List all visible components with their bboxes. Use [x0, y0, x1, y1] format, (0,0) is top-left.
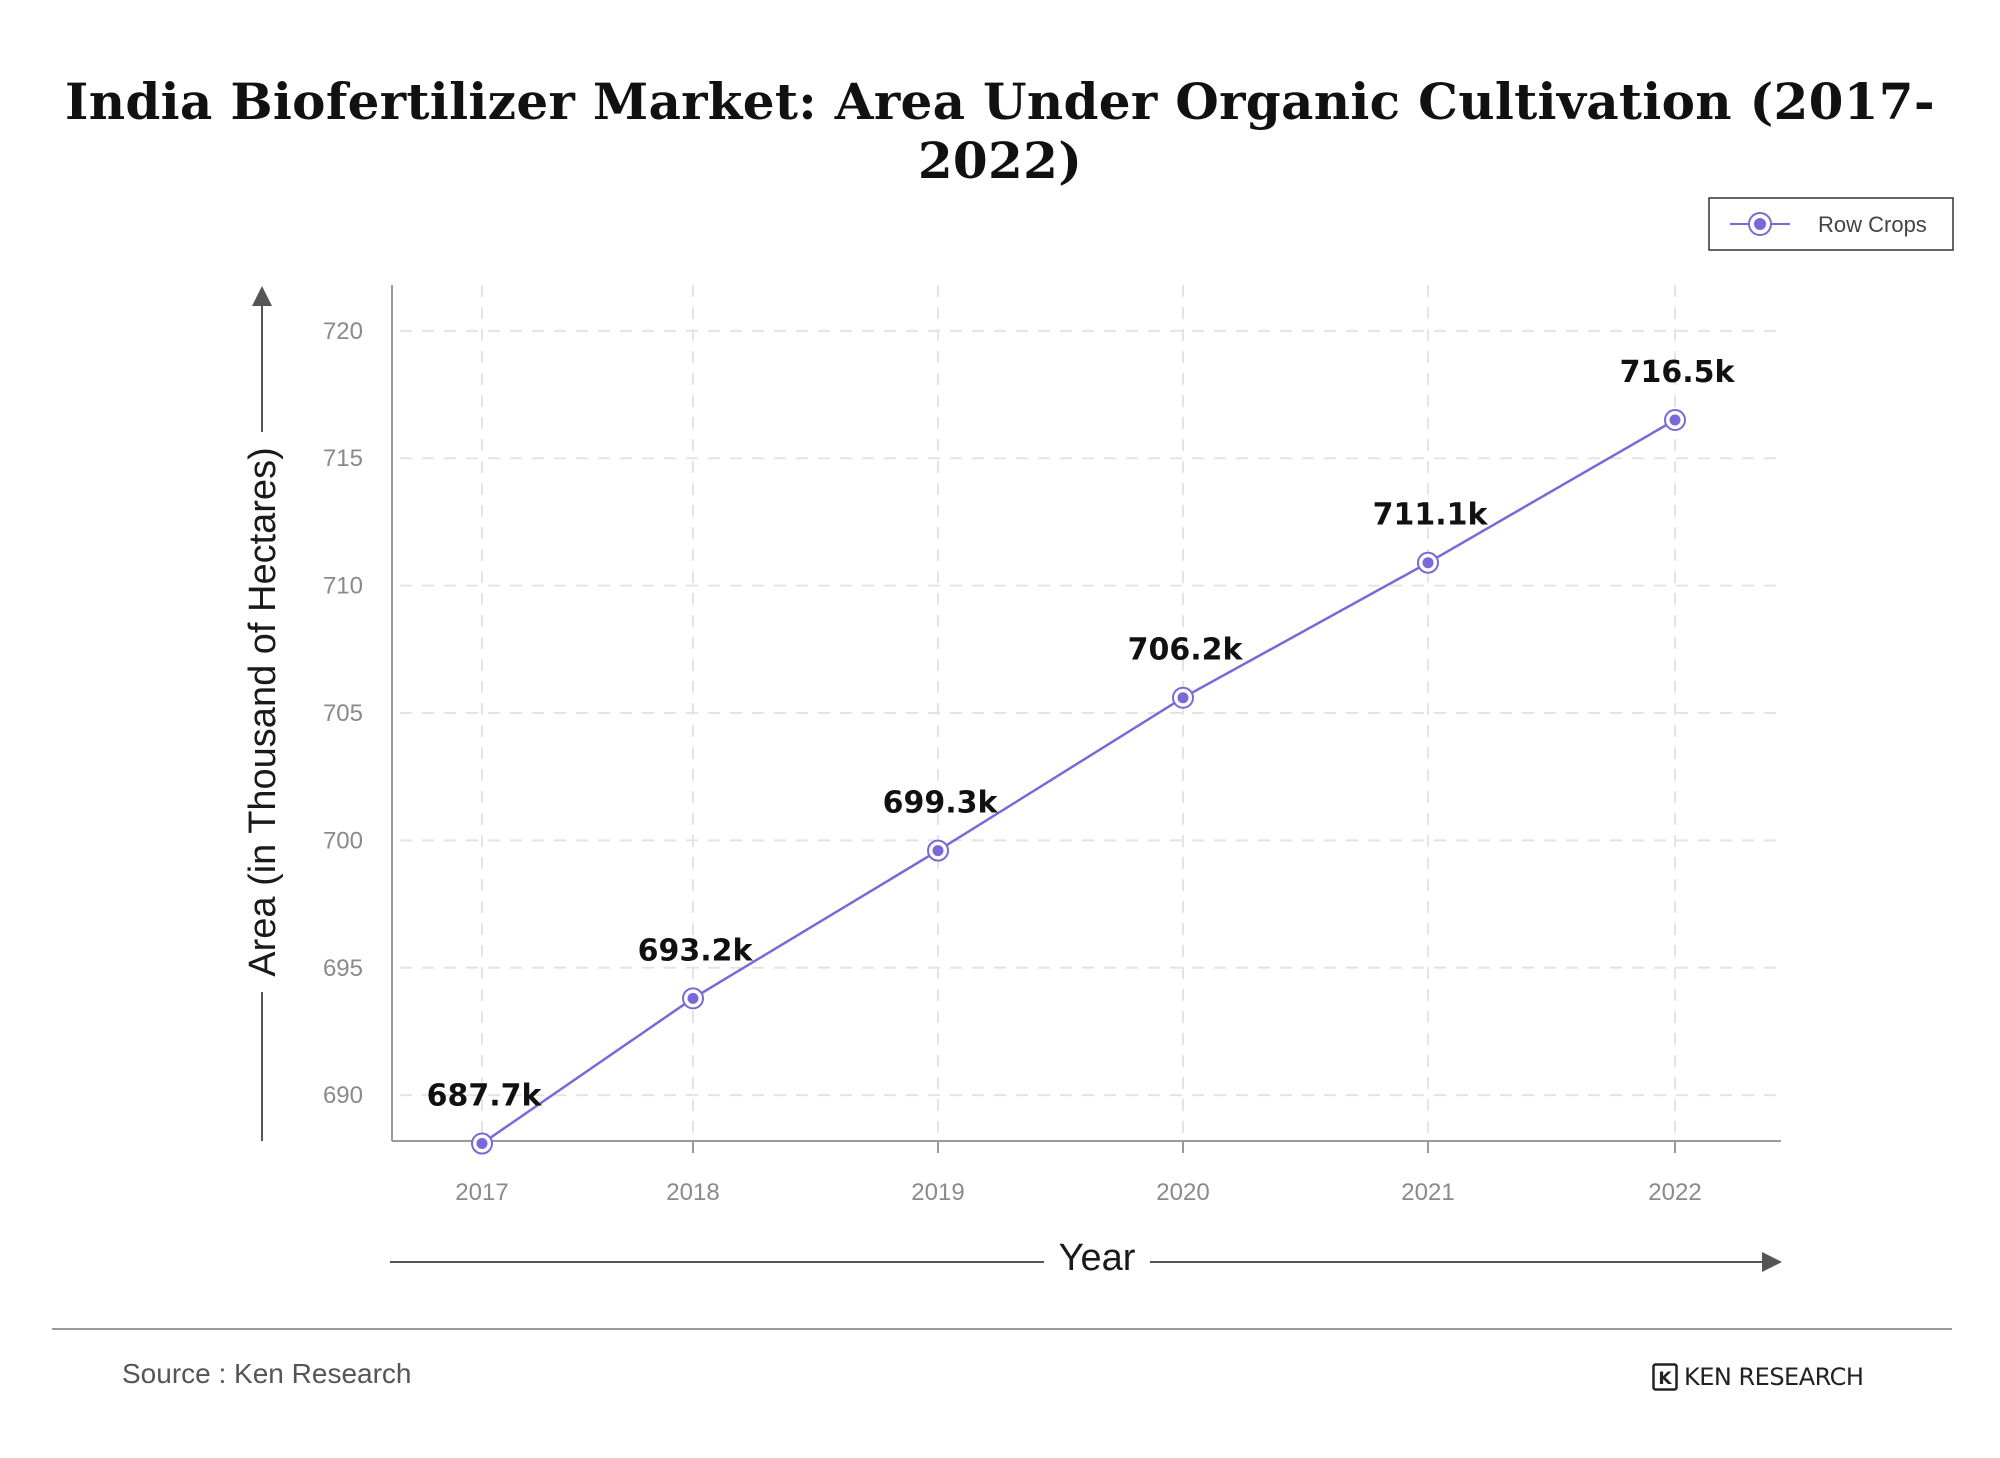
y-tick-labels: 690 695 700 705 710 715 720 — [323, 318, 363, 1109]
footer-divider — [52, 1328, 1952, 1330]
x-tick-labels: 2017 2018 2019 2020 2021 2022 — [455, 1179, 1701, 1206]
y-axis-arrow-icon — [252, 286, 272, 306]
y-tick-label: 700 — [323, 827, 363, 854]
grid-lines — [400, 285, 1781, 1153]
y-tick-label: 715 — [323, 445, 363, 472]
y-axis-title: Area (in Thousand of Hectares) — [242, 447, 284, 976]
legend: Row Crops — [1708, 197, 1954, 251]
y-tick-label: 720 — [323, 318, 363, 345]
x-tick-label: 2017 — [455, 1179, 508, 1206]
data-point — [687, 992, 699, 1004]
series-line — [481, 418, 1676, 1145]
x-axis-title: Year — [1059, 1237, 1136, 1279]
y-tick-label: 695 — [323, 955, 363, 982]
svg-text:K: K — [1658, 1369, 1672, 1389]
y-tick-label: 690 — [323, 1082, 363, 1109]
chart-title: India Biofertilizer Market: Area Under O… — [65, 72, 1935, 190]
data-point — [1422, 557, 1434, 569]
y-tick-label: 710 — [323, 573, 363, 600]
x-tick-label: 2019 — [911, 1179, 964, 1206]
series-row-crops — [471, 409, 1686, 1155]
data-point — [476, 1138, 488, 1150]
x-tick-label: 2020 — [1156, 1179, 1209, 1206]
x-tick-label: 2018 — [666, 1179, 719, 1206]
data-label: 716.5k — [1620, 355, 1736, 390]
source-text: Source : Ken Research — [122, 1358, 412, 1389]
data-point — [932, 845, 944, 857]
brand-mark-icon: K — [1652, 1363, 1678, 1391]
y-tick-label: 705 — [323, 700, 363, 727]
x-tick-label: 2021 — [1401, 1179, 1454, 1206]
data-label: 711.1k — [1373, 498, 1489, 533]
legend-label: Row Crops — [1818, 212, 1927, 237]
brand-name: KEN RESEARCH — [1684, 1363, 1864, 1391]
y-axis-title-knockout — [240, 432, 284, 992]
x-tick-label: 2022 — [1648, 1179, 1701, 1206]
data-label: 699.3k — [883, 786, 999, 821]
data-point — [1177, 692, 1189, 704]
data-label: 693.2k — [638, 933, 754, 968]
brand-logo: K KEN RESEARCH — [1652, 1360, 1864, 1394]
x-axis-arrow-icon — [1762, 1252, 1782, 1272]
data-label: 706.2k — [1128, 633, 1244, 668]
legend-marker-inner — [1754, 218, 1766, 230]
x-axis-title-knockout — [1044, 1238, 1150, 1284]
data-labels: 687.7k 693.2k 699.3k 706.2k 711.1k 716.5k — [427, 355, 1736, 1114]
data-label: 687.7k — [427, 1079, 543, 1114]
data-point — [1669, 414, 1681, 426]
